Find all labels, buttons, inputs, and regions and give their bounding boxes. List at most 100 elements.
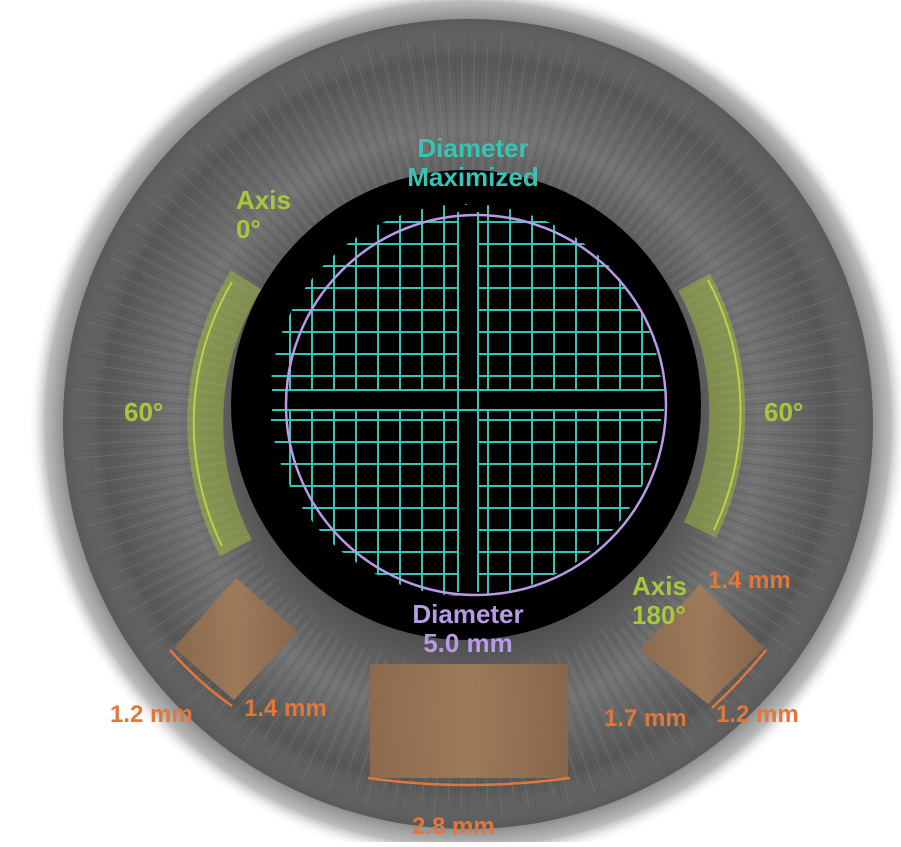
iris-fiber	[88, 458, 222, 478]
iris-fiber	[145, 565, 259, 642]
diameter-line1: Diameter	[412, 599, 524, 629]
iris-fiber	[597, 640, 660, 743]
iris-fiber	[317, 71, 372, 195]
incision-left-edge	[169, 649, 233, 708]
iris-fiber	[128, 272, 245, 325]
axis-right-line1: Axis	[632, 571, 687, 601]
incision-left	[169, 578, 298, 708]
iris-fiber	[161, 193, 270, 275]
iris-fiber	[96, 508, 235, 560]
iris-fiber	[704, 321, 850, 362]
iris-fiber	[530, 42, 571, 188]
iris-fiber	[235, 623, 313, 722]
iris-fiber	[78, 354, 223, 382]
iris-fiber	[296, 87, 358, 206]
arc-right-60	[678, 273, 746, 538]
iris-fiber	[548, 73, 590, 189]
iris-fiber	[663, 187, 771, 272]
iris-fiber	[627, 121, 723, 234]
iris-fiber	[707, 474, 843, 505]
iris-fiber	[709, 497, 835, 537]
iris-fiber	[686, 252, 805, 314]
diameter-maximized-label: Diameter Maximized	[388, 133, 558, 192]
incision-right	[640, 584, 767, 709]
iris-fiber	[620, 619, 705, 727]
iris-fiber	[93, 343, 229, 374]
iris-fiber	[121, 511, 240, 558]
iris-fiber	[572, 65, 636, 199]
iris-fiber	[609, 633, 686, 747]
iris-fiber	[707, 345, 837, 374]
iris-fiber	[287, 85, 350, 201]
iris-fiber	[554, 52, 604, 187]
iris-fiber	[414, 44, 434, 178]
iris-fiber	[440, 35, 451, 172]
iris-fiber	[96, 288, 231, 338]
iris-fiber	[709, 362, 853, 387]
iris-fiber	[714, 370, 848, 390]
iris-fiber	[489, 30, 503, 173]
iris-fiber	[237, 622, 319, 731]
iris-fiber	[588, 641, 658, 765]
iris-fiber	[665, 205, 769, 281]
iris-fiber	[562, 658, 610, 774]
iris-fiber	[222, 121, 315, 234]
iris-fiber	[497, 43, 516, 177]
iris-fiber	[304, 90, 360, 201]
iris-fiber	[125, 546, 257, 622]
iris-fiber	[447, 41, 456, 180]
iris-fiber	[97, 427, 216, 431]
incision-left-pad	[174, 578, 298, 700]
iris-fiber	[258, 102, 335, 219]
iris-fiber	[601, 98, 672, 210]
iris-fiber	[120, 276, 236, 326]
iris-fiber	[515, 42, 543, 176]
iris-fiber	[700, 499, 827, 541]
iris-fiber	[90, 483, 227, 519]
incision-main-width-label: 2.8 mm	[412, 813, 495, 840]
iris-fiber	[200, 165, 287, 249]
incision-right-edge	[711, 649, 767, 709]
iris-fiber	[693, 528, 827, 592]
arc-right-60-edge	[707, 279, 742, 531]
iris-fiber	[541, 57, 581, 183]
diameter-maximized-line1: Diameter	[417, 133, 529, 163]
iris-fiber	[86, 321, 232, 362]
iris-fiber	[567, 84, 620, 201]
iris-fiber	[238, 621, 325, 740]
iris-fiber	[454, 47, 460, 176]
iris-fiber	[691, 523, 808, 576]
iris-fiber	[705, 510, 840, 560]
iris-fiber	[564, 653, 619, 777]
iris-fiber	[691, 265, 824, 325]
iris-fiber	[85, 436, 224, 445]
diameter-label: Diameter 5.0 mm	[388, 599, 548, 658]
iris-fiber	[536, 49, 576, 185]
iris-fiber	[697, 256, 827, 318]
iris-fiber	[674, 568, 792, 651]
iris-fiber	[349, 59, 393, 192]
iris-fiber	[179, 190, 278, 271]
iris-fiber	[716, 471, 850, 499]
incision-right-inner-label: 1.7 mm	[604, 705, 687, 732]
iris-fiber	[103, 499, 236, 543]
iris-fiber	[332, 52, 384, 191]
iris-fiber	[720, 432, 851, 438]
iris-fiber	[700, 522, 816, 572]
iris-fiber	[109, 256, 243, 320]
iris-fiber	[612, 100, 695, 218]
iris-fiber	[576, 647, 632, 758]
iris-fiber	[578, 74, 639, 197]
iris-fiber	[111, 493, 225, 527]
iris-fiber	[621, 135, 702, 234]
iris-fiber	[78, 467, 219, 494]
arc-right-degrees: 60°	[764, 397, 804, 427]
iris-fiber	[471, 35, 476, 176]
iris-fiber	[661, 169, 771, 262]
axis-right-line2: 180°	[632, 600, 686, 631]
grid-cross-lines	[272, 212, 664, 592]
iris-fiber	[476, 41, 482, 172]
iris-fiber	[142, 220, 254, 291]
iris-fiber	[357, 63, 396, 187]
